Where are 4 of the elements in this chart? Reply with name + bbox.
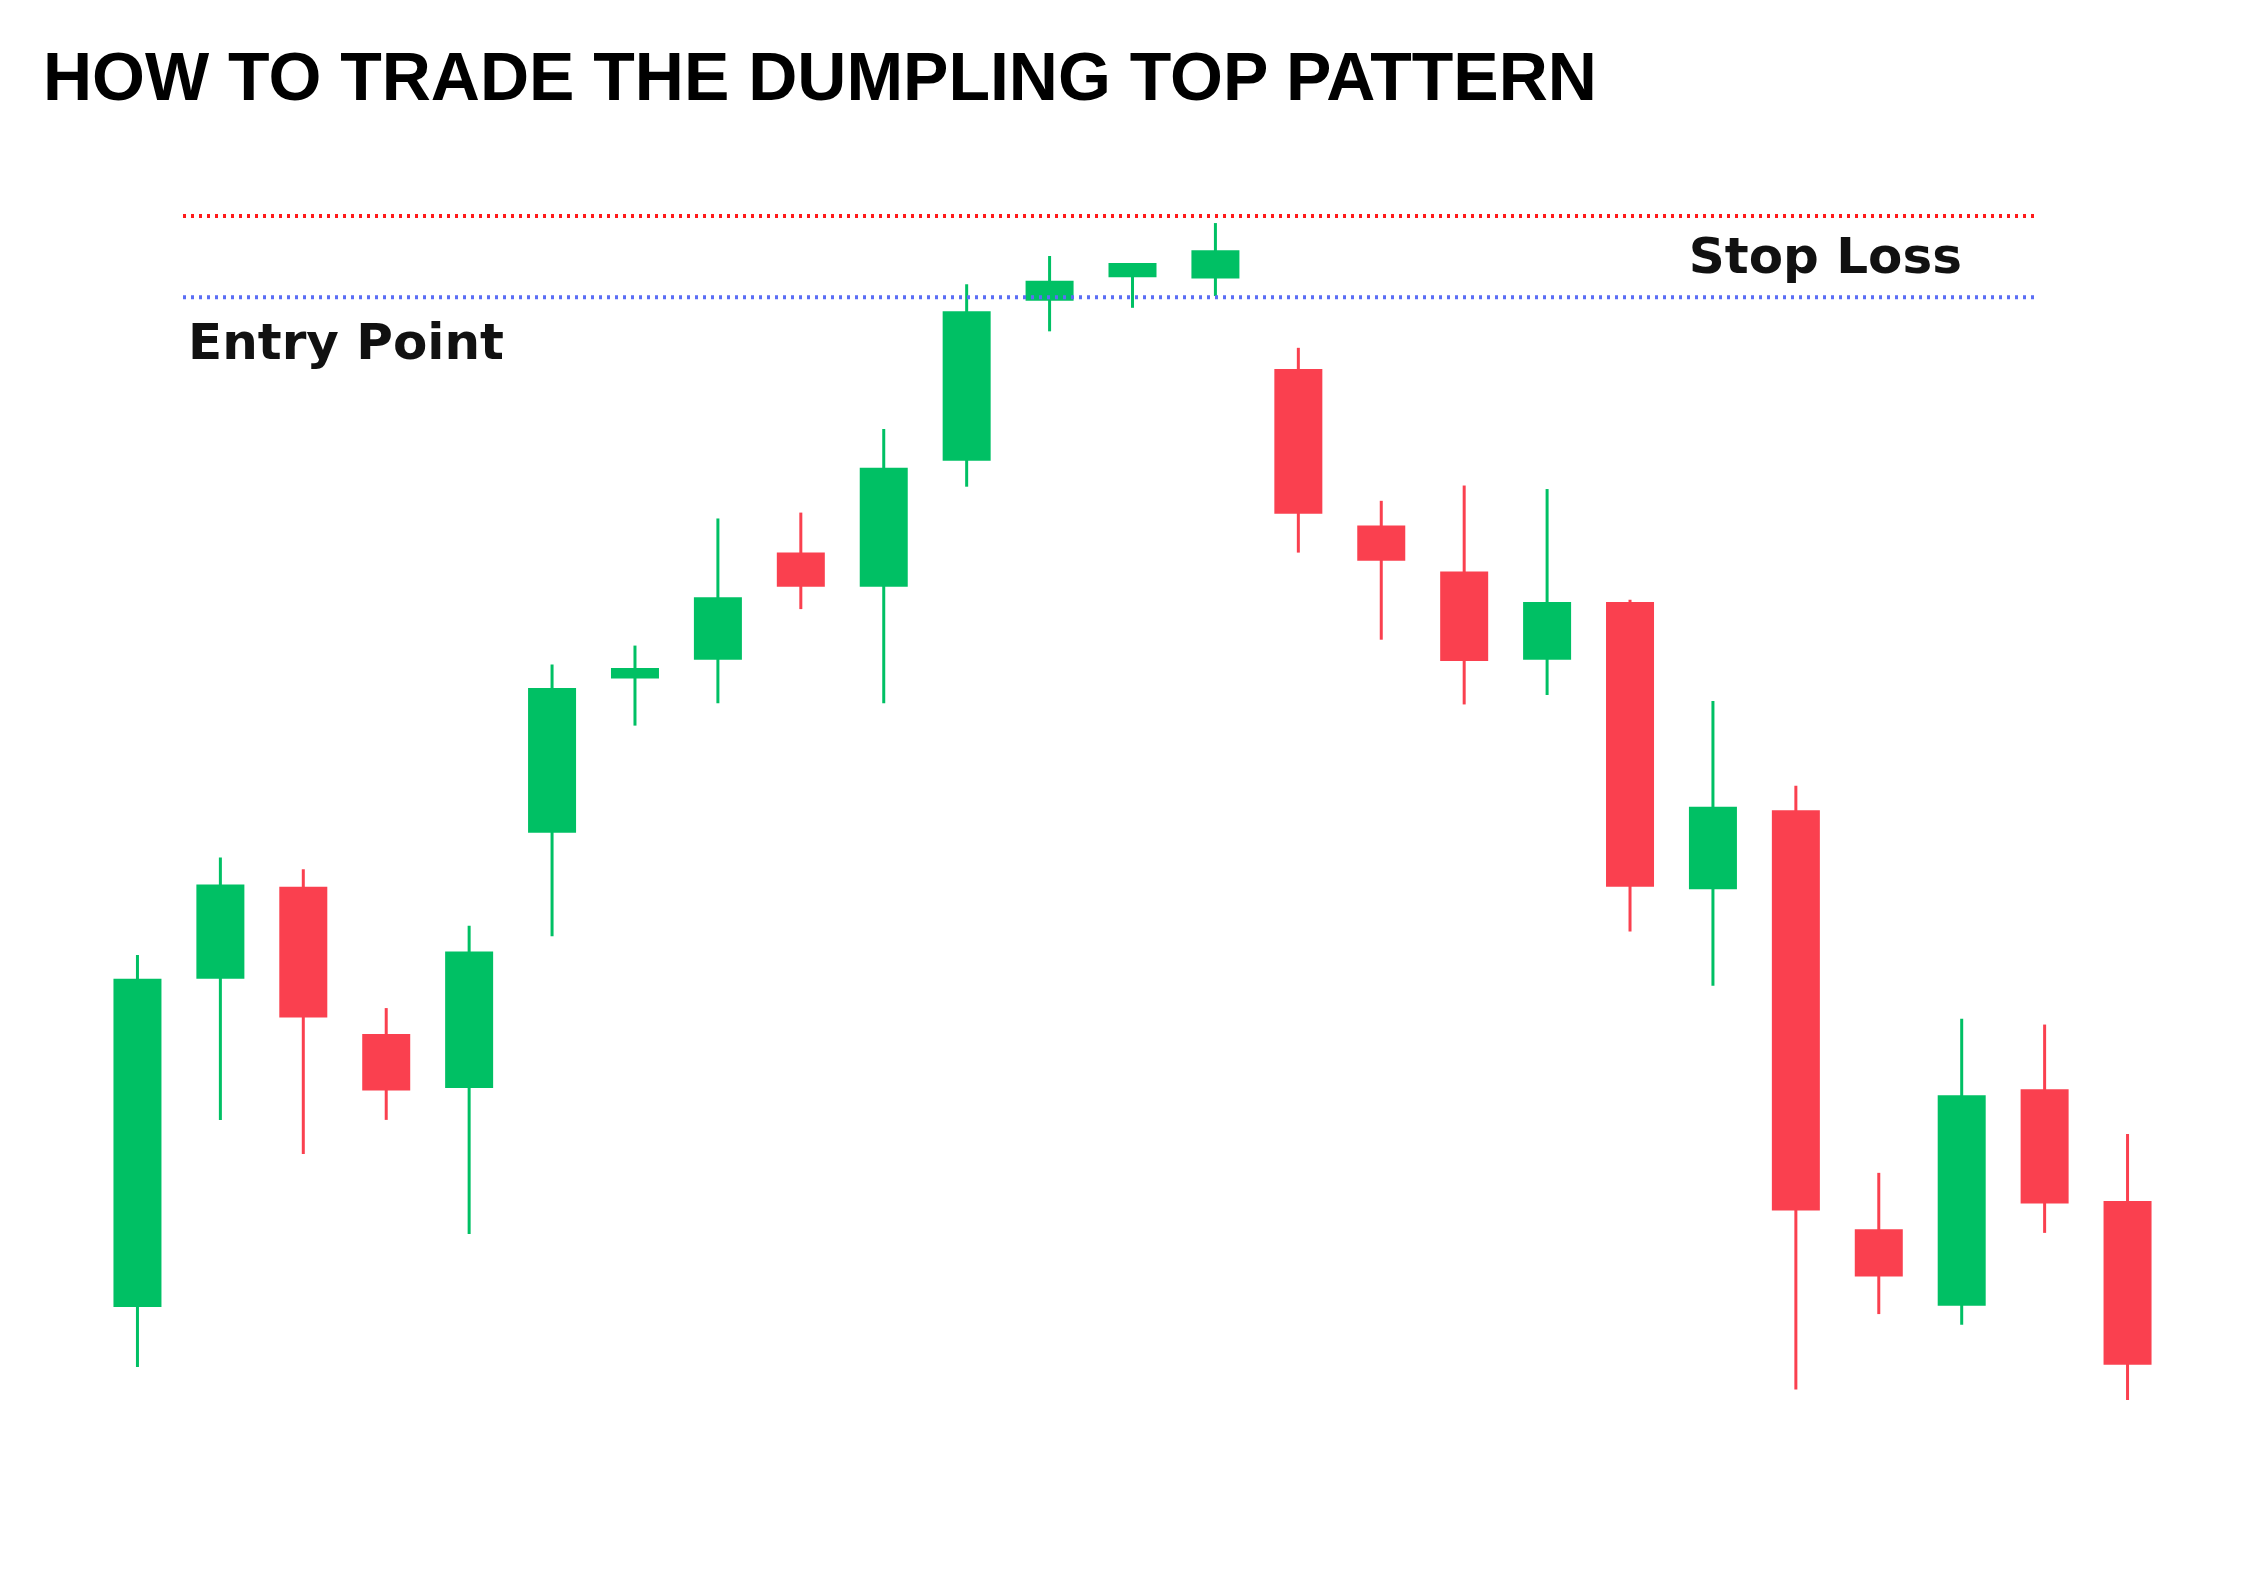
candlestick	[610, 645, 659, 726]
ref-line-label: Entry Point	[188, 313, 504, 372]
ref-line-label: Stop Loss	[1688, 227, 1962, 285]
chart-title: HOW TO TRADE THE DUMPLING TOP PATTERN	[43, 38, 1597, 114]
